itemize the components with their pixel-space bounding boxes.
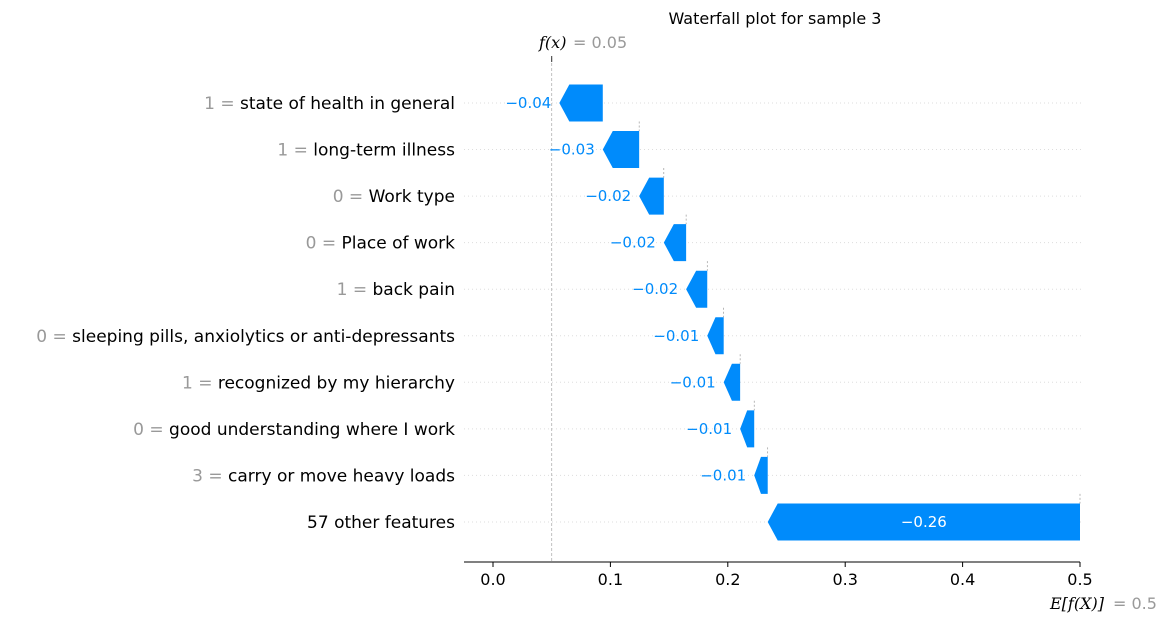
- bar-value-label: −0.04: [505, 94, 551, 112]
- feature-value: 0 =: [133, 420, 169, 440]
- feature-label: 1 = recognized by my hierarchy: [182, 373, 455, 393]
- bar-4: [686, 270, 708, 308]
- fx-label: f(x): [538, 33, 566, 52]
- feature-label: 0 = Place of work: [306, 234, 456, 254]
- bar-1: [602, 131, 640, 169]
- feature-name: 57 other features: [307, 513, 455, 533]
- feature-value: 1 =: [182, 373, 218, 393]
- fx-annotation: f(x) = 0.05: [538, 33, 627, 52]
- bar-6: [723, 363, 741, 401]
- bar-9: [767, 503, 1080, 541]
- bar-value-label: −0.01: [670, 373, 716, 391]
- feature-name: carry or move heavy loads: [228, 466, 455, 486]
- feature-name: Work type: [369, 187, 455, 207]
- bar-value-label: −0.02: [632, 280, 678, 298]
- feature-label: 0 = sleeping pills, anxiolytics or anti-…: [36, 327, 455, 347]
- bar-value-label: −0.01: [653, 327, 699, 345]
- feature-name: Place of work: [341, 234, 455, 254]
- bar-5: [707, 317, 724, 355]
- feature-label: 57 other features: [307, 513, 455, 533]
- x-tick-label: 0.1: [598, 570, 623, 589]
- x-tick-label: 0.4: [950, 570, 975, 589]
- x-tick-label: 0.3: [832, 570, 857, 589]
- feature-value: 0 =: [333, 187, 369, 207]
- x-axis: 0.0 0.1 0.2 0.3 0.4 0.5: [464, 561, 1093, 589]
- expected-annotation: E[f(X)] = 0.5: [1049, 594, 1157, 613]
- bar-2: [639, 177, 664, 215]
- feature-name: state of health in general: [240, 94, 455, 114]
- x-tick-label: 0.0: [480, 570, 505, 589]
- feature-name: back pain: [372, 280, 455, 300]
- grid-layer: [464, 56, 1083, 562]
- bar-0: [559, 84, 603, 122]
- feature-label: 1 = back pain: [337, 280, 455, 300]
- feature-value: 3 =: [192, 466, 228, 486]
- feature-value: 1 =: [337, 280, 373, 300]
- feature-value: 1 =: [277, 141, 313, 161]
- feature-label: 1 = state of health in general: [204, 94, 455, 114]
- feature-label: 0 = Work type: [333, 187, 455, 207]
- fx-value: = 0.05: [573, 33, 627, 52]
- bar-value-label: −0.01: [700, 466, 746, 484]
- feature-label: 1 = long-term illness: [277, 141, 455, 161]
- feature-name: sleeping pills, anxiolytics or anti-depr…: [72, 327, 455, 347]
- bar-value-label: −0.03: [549, 141, 595, 159]
- feature-value: 0 =: [306, 234, 342, 254]
- bar-value-label: −0.26: [901, 513, 947, 531]
- bar-value-label: −0.01: [686, 420, 732, 438]
- chart-title: Waterfall plot for sample 3: [669, 9, 882, 28]
- x-tick-label: 0.5: [1067, 570, 1092, 589]
- x-tick-label: 0.2: [715, 570, 740, 589]
- expected-label: E[f(X)]: [1049, 594, 1105, 613]
- bar-value-label: −0.02: [610, 234, 656, 252]
- feature-name: recognized by my hierarchy: [218, 373, 455, 393]
- feature-name: long-term illness: [313, 141, 455, 161]
- bar-layer: [559, 84, 1080, 541]
- feature-value: 0 =: [36, 327, 72, 347]
- bar-value-label: −0.02: [585, 187, 631, 205]
- feature-label: 3 = carry or move heavy loads: [192, 466, 455, 486]
- bar-8: [754, 456, 768, 494]
- feature-value: 1 =: [204, 94, 240, 114]
- expected-value: = 0.5: [1113, 594, 1157, 613]
- feature-name: good understanding where I work: [169, 420, 455, 440]
- label-layer: −0.04 1 = state of health in general −0.03…: [36, 94, 947, 533]
- bar-3: [663, 224, 687, 262]
- feature-label: 0 = good understanding where I work: [133, 420, 455, 440]
- bar-7: [740, 410, 755, 448]
